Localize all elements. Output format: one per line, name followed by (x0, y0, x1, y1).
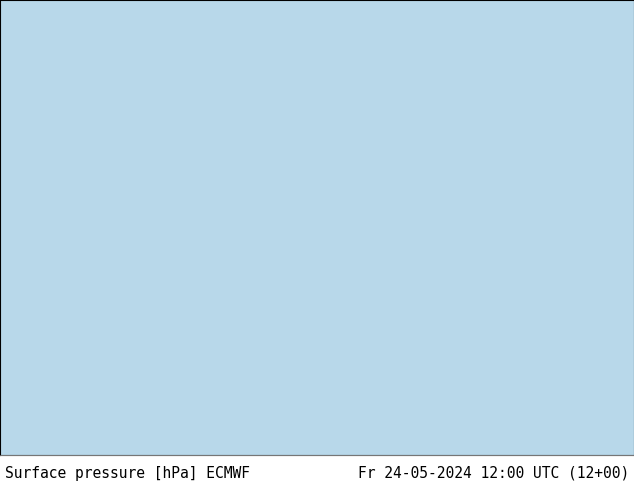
Text: Surface pressure [hPa] ECMWF: Surface pressure [hPa] ECMWF (5, 466, 250, 481)
Text: Fr 24-05-2024 12:00 UTC (12+00): Fr 24-05-2024 12:00 UTC (12+00) (358, 466, 629, 481)
